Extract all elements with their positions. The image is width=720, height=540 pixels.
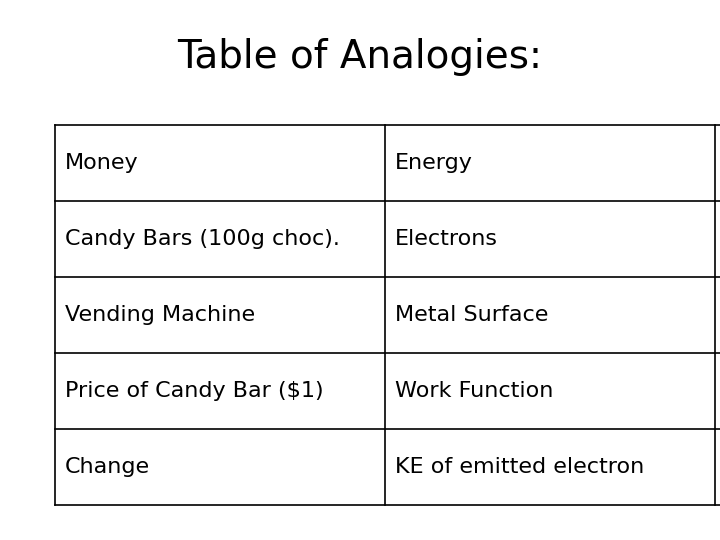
Text: Electrons: Electrons (395, 229, 498, 249)
Text: Table of Analogies:: Table of Analogies: (178, 38, 542, 76)
Text: Price of Candy Bar ($1): Price of Candy Bar ($1) (65, 381, 323, 401)
Text: Metal Surface: Metal Surface (395, 305, 549, 325)
Text: Candy Bars (100g choc).: Candy Bars (100g choc). (65, 229, 340, 249)
Text: Money: Money (65, 153, 139, 173)
Text: Energy: Energy (395, 153, 473, 173)
Text: KE of emitted electron: KE of emitted electron (395, 457, 644, 477)
Text: Vending Machine: Vending Machine (65, 305, 255, 325)
Text: Work Function: Work Function (395, 381, 554, 401)
Text: Change: Change (65, 457, 150, 477)
